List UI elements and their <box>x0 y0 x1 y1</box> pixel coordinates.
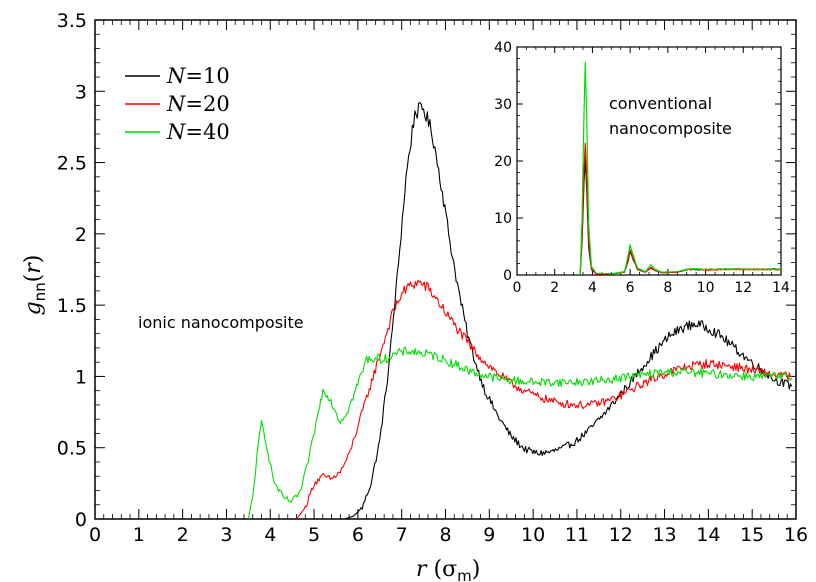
x-tick-label: 16 <box>784 524 808 546</box>
x-tick-label: 8 <box>663 280 672 296</box>
y-tick-label: 3 <box>75 81 87 103</box>
x-axis-label: r (σm) <box>416 557 480 582</box>
inset-background <box>517 47 781 275</box>
y-tick-label: 40 <box>494 40 512 56</box>
x-tick-label: 8 <box>439 524 451 546</box>
legend-label-n20: N=20 <box>166 92 230 116</box>
inset-series <box>579 61 782 276</box>
series-line-n40 <box>579 61 782 276</box>
y-tick-label: 0 <box>75 509 87 531</box>
main-series <box>247 101 793 520</box>
inset-annotation-line1: conventional <box>609 94 712 113</box>
x-tick-label: 12 <box>734 280 752 296</box>
x-tick-label: 15 <box>740 524 764 546</box>
y-tick-label: 2 <box>75 224 87 246</box>
inset-annotation-line2: nanocomposite <box>609 119 732 138</box>
y-tick-label: 20 <box>494 154 512 170</box>
y-tick-label: 1.5 <box>57 295 87 317</box>
y-tick-label: 3.5 <box>57 10 87 32</box>
x-tick-label: 1 <box>133 524 145 546</box>
x-tick-label: 4 <box>588 280 597 296</box>
legend-label-n10: N=10 <box>166 64 230 88</box>
y-tick-label: 30 <box>494 97 512 113</box>
x-tick-label: 6 <box>626 280 635 296</box>
x-tick-label: 6 <box>352 524 364 546</box>
inset-ticks: 0 2 4 6 8 10 12 14 0 10 20 30 40 <box>494 40 790 296</box>
x-tick-label: 14 <box>772 280 790 296</box>
x-tick-label: 12 <box>609 524 633 546</box>
x-tick-label: 13 <box>652 524 676 546</box>
y-tick-label: 0 <box>503 268 512 284</box>
y-tick-label: 2.5 <box>57 153 87 175</box>
x-tick-label: 11 <box>565 524 589 546</box>
x-tick-label: 5 <box>308 524 320 546</box>
y-tick-label: 0.5 <box>57 438 87 460</box>
x-tick-label: 0 <box>513 280 522 296</box>
x-tick-label: 4 <box>264 524 276 546</box>
x-tick-label: 9 <box>483 524 495 546</box>
legend-label-n40: N=40 <box>166 120 230 144</box>
ionic-annotation: ionic nanocomposite <box>138 313 304 332</box>
series-line-n10 <box>344 101 793 520</box>
x-tick-label: 0 <box>89 524 101 546</box>
x-tick-label: 2 <box>550 280 559 296</box>
y-tick-label: 10 <box>494 211 512 227</box>
y-axis-label: gnn(r) <box>21 255 49 316</box>
x-tick-label: 10 <box>521 524 545 546</box>
series-line-n20 <box>296 279 792 520</box>
legend: N=10 N=20 N=40 <box>125 64 230 144</box>
y-tick-label: 1 <box>75 366 87 388</box>
x-tick-label: 10 <box>697 280 715 296</box>
x-tick-label: 14 <box>696 524 720 546</box>
x-tick-label: 3 <box>220 524 232 546</box>
x-tick-label: 2 <box>177 524 189 546</box>
series-line-n40 <box>247 346 793 520</box>
x-tick-label: 7 <box>396 524 408 546</box>
